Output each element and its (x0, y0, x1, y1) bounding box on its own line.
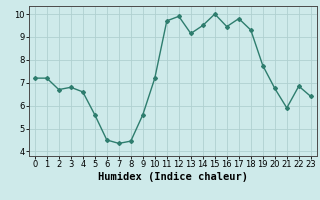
X-axis label: Humidex (Indice chaleur): Humidex (Indice chaleur) (98, 172, 248, 182)
